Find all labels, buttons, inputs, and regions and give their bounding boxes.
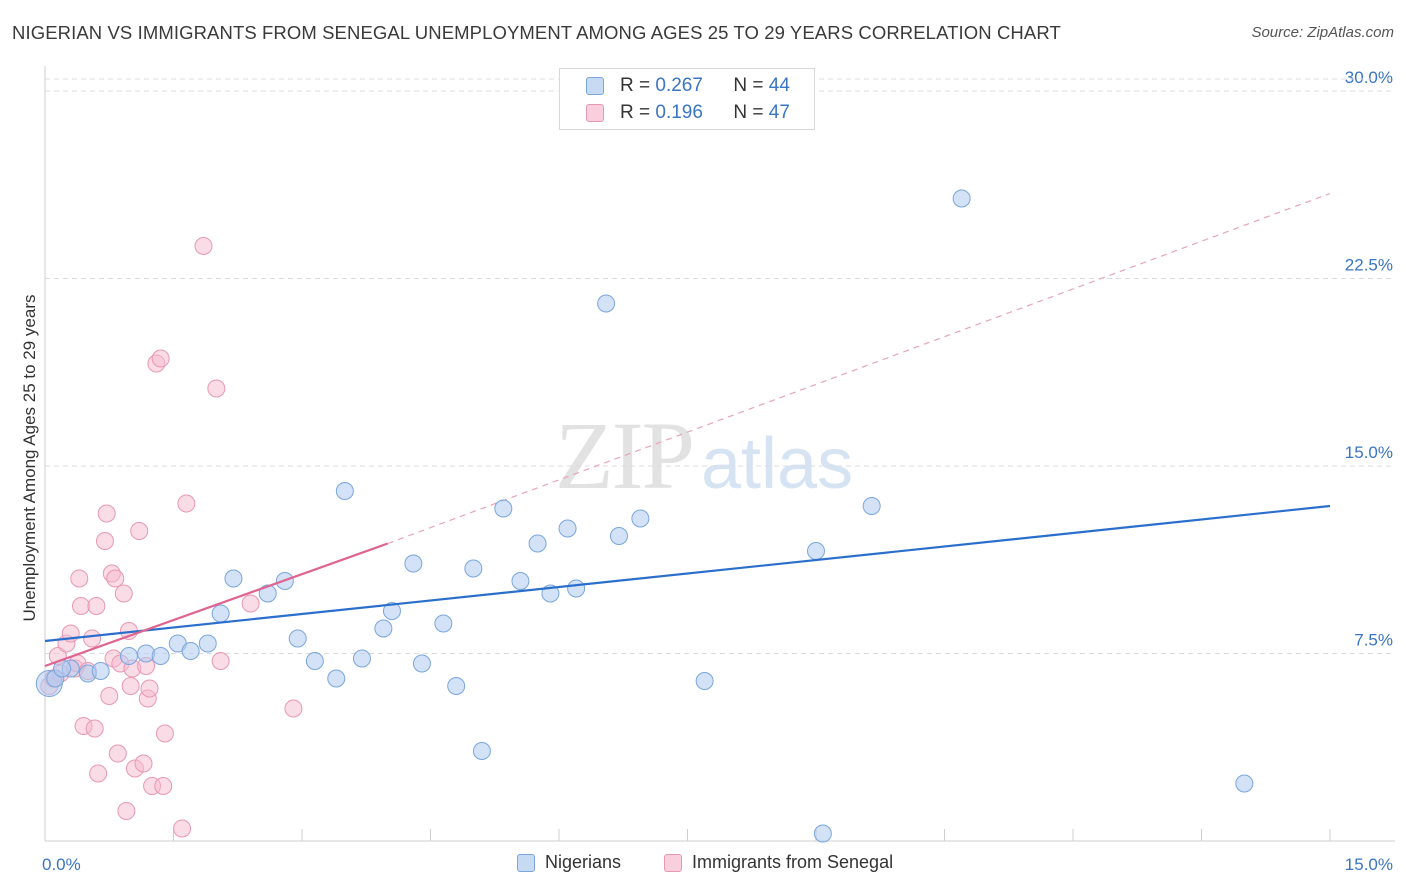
nigerian-point [464,559,483,578]
bottom-legend-swatch-pink [664,853,682,872]
bottom-legend-swatch-blue [517,853,535,872]
nigerian-point [528,534,547,553]
legend-n-label: N = [733,102,764,123]
senegal-point [151,349,170,368]
nigerian-point [224,569,243,588]
nigerian-point [305,652,324,670]
nigerian-point [151,647,170,665]
senegal-point [194,237,213,255]
nigerian-point [404,554,423,573]
senegal-point [85,719,104,738]
nigerian-point [374,619,393,638]
legend-n-value: 47 [768,102,790,123]
nigerian-point [258,584,277,603]
nigerian-point [181,642,200,660]
senegal-point [284,699,303,718]
senegal-point [177,494,196,513]
y-tick-label: 7.5% [1354,631,1393,650]
senegal-point [173,819,192,838]
nigerian-point [434,614,453,633]
senegal-point [154,777,173,795]
nigerian-point [91,662,110,680]
senegal-point [70,569,89,588]
legend-r-label: R = [620,102,651,123]
bottom-legend-senegal: Immigrants from Senegal [664,852,893,873]
nigerian-point [952,189,971,208]
senegal-point [95,532,114,550]
nigerian-point [567,579,586,598]
senegal-trend-extension [387,192,1331,545]
legend-r-label: R = [620,75,651,96]
senegal-point [140,679,159,698]
senegal-point [87,597,106,615]
chart-title: NIGERIAN VS IMMIGRANTS FROM SENEGAL UNEM… [12,22,1061,43]
legend-n-label: N = [733,75,764,96]
senegal-point [130,522,149,540]
nigerian-point [597,294,616,313]
nigerian-point [511,572,530,590]
source-label: Source: ZipAtlas.com [1251,24,1394,41]
nigerian-point [352,649,371,668]
nigerian-point [382,602,401,620]
legend-r-value: 0.267 [655,75,703,96]
senegal-point [71,597,90,615]
nigerian-point [558,519,577,538]
nigerian-point [631,509,650,528]
legend-r-value: 0.196 [655,102,703,123]
nigerian-point [335,482,354,500]
nigerian-point [695,672,714,690]
legend-row-senegal: R = 0.196 N = 47 [586,100,790,126]
nigerian-point [813,824,832,843]
legend-n-value: 44 [768,75,790,96]
senegal-point [83,629,102,648]
senegal-point [241,594,260,613]
nigerian-point [807,542,825,560]
y-tick-label: 22.5% [1345,256,1393,275]
senegal-point [89,764,108,783]
senegal-point [207,379,226,398]
nigerian-point [288,629,307,648]
nigerian-point [494,499,513,518]
y-tick-label: 30.0% [1345,68,1393,87]
nigerian-point [211,604,230,623]
senegal-point [155,724,174,743]
bottom-legend-nigerians: Nigerians [517,852,621,873]
nigerian-point [1235,774,1254,793]
nigerian-point [412,654,431,673]
legend-swatch-blue [586,77,604,95]
stats-legend: R = 0.267 N = 44 R = 0.196 N = 47 [559,68,815,130]
nigerian-point [327,669,346,688]
senegal-point [106,569,125,588]
nigerian-point [119,647,138,665]
bottom-legend-label: Immigrants from Senegal [692,852,894,872]
legend-row-nigerians: R = 0.267 N = 44 [586,73,790,99]
y-axis-title: Unemployment Among Ages 25 to 29 years [20,294,39,622]
x-tick-label: 15.0% [1345,855,1393,874]
bottom-legend-label: Nigerians [545,852,622,872]
senegal-point [100,687,119,705]
nigerian-point [609,527,628,545]
senegal-point [108,744,127,763]
nigerian-point [862,497,881,515]
senegal-point [114,584,133,603]
senegal-point [134,754,153,773]
senegal-trend-line [44,542,389,668]
y-tick-label: 15.0% [1345,443,1393,462]
nigerian-point [472,742,491,760]
senegal-point [211,652,230,670]
legend-swatch-pink [586,104,604,122]
nigerian-trend-line [44,504,1331,643]
nigerian-point [447,677,466,695]
x-tick-label: 0.0% [42,855,81,874]
nigerian-point [198,634,217,653]
senegal-point [121,677,140,695]
senegal-point [117,802,136,820]
senegal-point [97,504,116,523]
